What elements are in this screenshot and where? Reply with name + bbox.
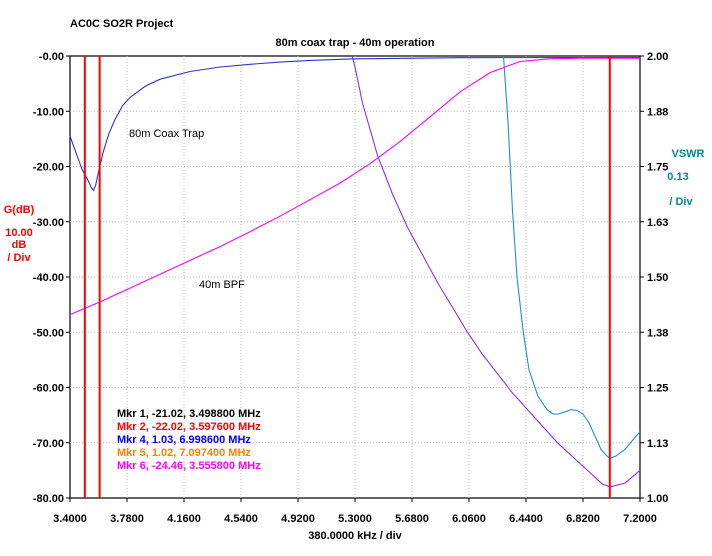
annotation-40m-bpf: 40m BPF [199,279,245,291]
x-axis-ticks: 3.4000 3.7800 4.1600 4.5400 4.9200 5.3000 5.68… [53,498,657,525]
left-axis-label-line: dB [12,239,27,251]
x-tick-label: 3.4000 [53,513,87,525]
right-axis-label-line: 0.13 [667,171,688,183]
right-tick-label: 1.25 [647,383,668,395]
left-tick-label: -70.00 [33,438,64,450]
series-line-4 [502,55,641,459]
series-line-2 [69,57,640,316]
series-layer [69,55,641,488]
marker-label: Mkr 2, -22.02, 3.597600 MHz [117,421,261,433]
left-tick-label: -50.00 [33,327,64,339]
series-line-3 [351,55,641,488]
right-axis-ticks: 2.00 1.88 1.75 1.63 1.50 1.38 1.25 1.13 1.00 [640,51,668,505]
right-tick-label: 1.38 [647,327,668,339]
marker-label: Mkr 1, -21.02, 3.498800 MHz [117,408,261,420]
marker-label: Mkr 4, 1.03, 6.998600 MHz [117,434,251,446]
marker-lines [83,56,611,498]
left-axis-label-line: / Div [7,252,31,264]
right-tick-label: 2.00 [647,51,668,63]
left-axis-ticks: -0.00 -10.00 -20.00 -30.00 -40.00 -50.00 -60.0… [33,51,70,505]
x-tick-label: 5.6800 [395,513,429,525]
series-line-1 [69,56,641,192]
left-axis-label: G(dB) 10.00 dB / Div [4,204,35,264]
x-tick-label: 4.5400 [224,513,258,525]
left-tick-label: -40.00 [33,272,64,284]
right-axis-label-line: / Div [669,196,693,208]
grid [70,56,640,498]
marker-label: Mkr 6, -24.46, 3.555800 MHz [117,460,261,472]
x-tick-label: 5.3000 [338,513,372,525]
annotation-80m-coax-trap: 80m Coax Trap [129,128,204,140]
x-tick-label: 6.8200 [566,513,600,525]
left-tick-label: -60.00 [33,383,64,395]
left-tick-label: -80.00 [33,493,64,505]
right-axis-label-line: VSWR [672,148,705,160]
right-axis-label: VSWR 0.13 / Div [667,148,704,208]
x-tick-label: 7.2000 [623,513,657,525]
right-tick-label: 1.13 [647,438,668,450]
left-tick-label: -20.00 [33,162,64,174]
marker-list: Mkr 1, -21.02, 3.498800 MHz Mkr 2, -22.0… [117,408,261,472]
left-tick-label: -30.00 [33,217,64,229]
right-tick-label: 1.63 [647,217,668,229]
x-tick-label: 6.0600 [452,513,486,525]
right-tick-label: 1.00 [647,493,668,505]
left-tick-label: -10.00 [33,106,64,118]
chart-title: 80m coax trap - 40m operation [276,37,435,49]
left-axis-label-line: 10.00 [5,227,33,239]
left-tick-label: -0.00 [39,51,64,63]
marker-label: Mkr 5, 1.02, 7.097400 MHz [117,447,251,459]
x-axis-label: 380.0000 kHz / div [308,530,402,542]
x-tick-label: 4.1600 [167,513,201,525]
x-tick-label: 3.7800 [110,513,144,525]
left-axis-label-line: G(dB) [4,204,35,216]
project-title: AC0C SO2R Project [70,18,174,30]
right-tick-label: 1.88 [647,106,668,118]
x-tick-label: 4.9200 [281,513,315,525]
x-tick-label: 6.4400 [509,513,543,525]
right-tick-label: 1.75 [647,162,668,174]
right-tick-label: 1.50 [647,272,668,284]
